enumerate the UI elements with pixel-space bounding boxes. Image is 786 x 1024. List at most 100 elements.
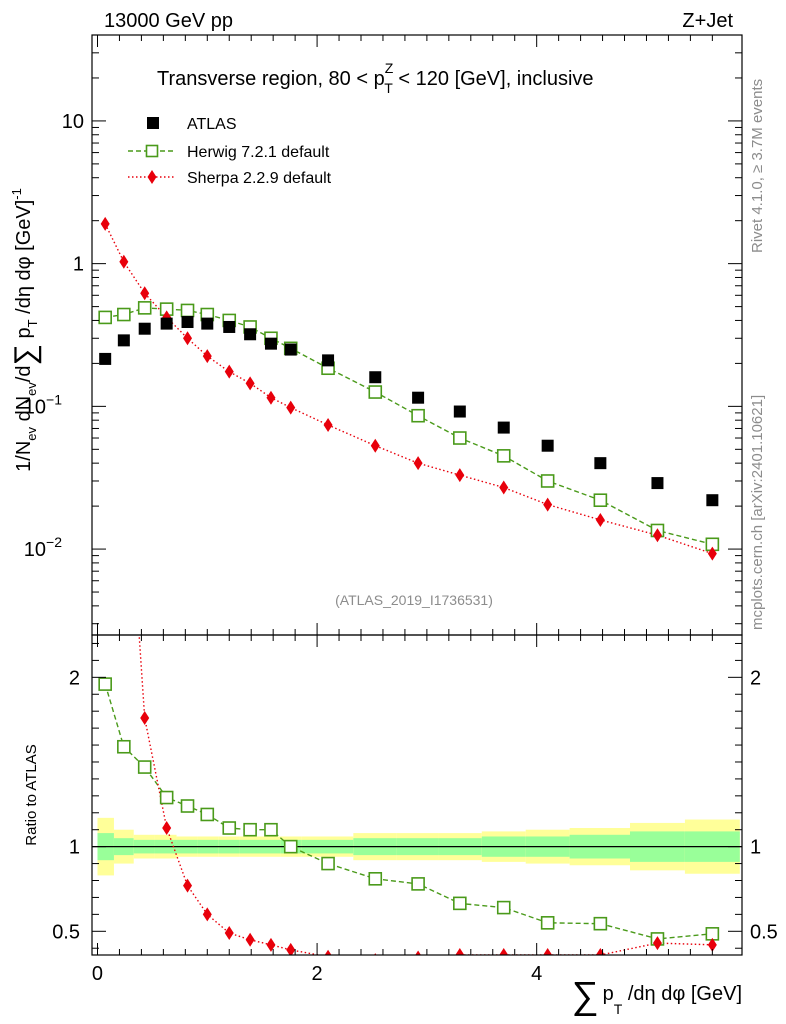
header-left: 13000 GeV pp	[104, 10, 233, 32]
sherpa-point	[286, 400, 296, 415]
ratio-y-tick-label-left: 2	[69, 667, 80, 689]
legend-marker-atlas	[147, 117, 159, 129]
herwig-ratio-point	[117, 739, 131, 754]
sherpa-point	[119, 254, 129, 269]
legend-label-sherpa: Sherpa 2.2.9 default	[187, 170, 332, 187]
plot-title-pre: Transverse region, 80 < p	[157, 68, 385, 90]
sherpa-point	[224, 364, 234, 379]
y-tick-label: 1	[73, 254, 84, 276]
ratio-y-tick-label-right: 0.5	[750, 921, 778, 943]
sherpa-point	[499, 480, 509, 495]
herwig-ratio-point	[368, 872, 383, 886]
plot-title-post: < 120 [GeV], inclusive	[393, 68, 594, 90]
legend-label-herwig: Herwig 7.2.1 default	[187, 144, 330, 161]
x-tick-label: 2	[312, 963, 323, 985]
side-text-mcplots: mcplots.cern.ch [arXiv:2401.10621]	[749, 395, 766, 630]
atlas-point	[369, 371, 382, 384]
atlas-point	[138, 322, 151, 335]
sherpa-point	[100, 216, 110, 231]
sherpa-point	[652, 528, 662, 543]
y-tick-label: 10−2	[24, 534, 62, 561]
atlas-point	[284, 343, 297, 356]
sherpa-point	[140, 286, 150, 301]
sherpa-ratio-point	[455, 948, 465, 955]
analysis-id: (ATLAS_2019_I1736531)	[335, 592, 493, 608]
xlabel-p: p	[603, 983, 614, 1005]
atlas-point	[201, 317, 214, 330]
ylabel-a-sub: ev	[24, 426, 39, 440]
sherpa-line	[104, 223, 713, 555]
sherpa-ratio-point	[499, 948, 509, 955]
sherpa-ratio-point	[202, 907, 212, 922]
herwig-point	[496, 449, 511, 463]
herwig-ratio-point	[411, 877, 425, 891]
herwig-ratio-point	[222, 821, 237, 835]
ylabel-b: dN	[13, 396, 35, 427]
herwig-ratio-line	[104, 683, 713, 940]
y-tick-exp: −2	[46, 534, 62, 550]
plot-title-sub: T	[384, 80, 393, 96]
herwig-ratio-point	[180, 799, 195, 813]
y-tick-base: 10	[24, 396, 46, 418]
y-axis-label-main: 1/Nev dNev/d∑ pT /dη dφ [GeV]-1	[9, 188, 42, 472]
main-series	[98, 216, 720, 561]
herwig-point	[98, 310, 112, 325]
ratio-y-tick-label-right: 1	[750, 837, 761, 859]
atlas-point	[99, 352, 112, 365]
herwig-ratio-point	[283, 839, 298, 854]
xlabel-rest: /dη dφ [GeV]	[622, 983, 742, 1005]
sherpa-point	[323, 418, 333, 433]
herwig-point	[411, 408, 425, 423]
herwig-ratio-point	[98, 677, 112, 691]
herwig-ratio-point	[321, 856, 335, 871]
ratio-y-tick-label-left: 0.5	[52, 921, 80, 943]
atlas-point	[706, 494, 719, 507]
herwig-ratio-point	[453, 896, 467, 911]
herwig-point	[180, 303, 195, 318]
legend-label-atlas: ATLAS	[187, 116, 237, 133]
legend-marker-herwig	[145, 144, 159, 158]
y-tick-base: 10	[24, 539, 46, 561]
plot-title-sup: Z	[385, 60, 394, 76]
ylabel-e-sup: -1	[9, 188, 24, 200]
atlas-point	[651, 477, 664, 490]
atlas-point	[497, 421, 510, 434]
atlas-point	[453, 405, 466, 418]
atlas-point	[322, 354, 335, 367]
atlas-point	[412, 391, 425, 404]
side-text-rivet: Rivet 4.1.0, ≥ 3.7M events	[749, 79, 766, 253]
herwig-ratio-point	[593, 916, 608, 931]
atlas-point	[594, 457, 607, 470]
plot-title: Transverse region, 80 < pZ T < 120 [GeV],…	[157, 60, 594, 96]
atlas-point	[117, 334, 130, 347]
x-axis-label: ∑ pT /dη dφ [GeV]	[572, 975, 742, 1017]
atlas-point	[223, 320, 236, 333]
sherpa-ratio-point	[245, 932, 255, 947]
atlas-point	[244, 328, 257, 341]
sherpa-point	[707, 546, 717, 561]
x-tick-label: 4	[531, 963, 542, 985]
x-tick-label: 0	[92, 963, 103, 985]
herwig-point	[117, 307, 131, 322]
herwig-ratio-point	[496, 900, 511, 915]
herwig-ratio-point	[200, 807, 215, 822]
sherpa-point	[595, 512, 605, 527]
sherpa-ratio-point	[652, 936, 662, 951]
herwig-ratio-point	[243, 822, 257, 837]
ylabel-c: /d	[13, 365, 35, 382]
herwig-ratio-point	[264, 822, 278, 837]
herwig-point	[368, 385, 383, 399]
herwig-ratio-point	[159, 790, 174, 805]
sherpa-point	[266, 390, 276, 405]
sherpa-point	[370, 438, 380, 453]
sherpa-ratio-point	[543, 948, 553, 955]
herwig-ratio-point	[137, 760, 152, 774]
herwig-ratio-point	[540, 916, 555, 930]
sherpa-point	[455, 468, 465, 483]
atlas-point	[160, 317, 173, 330]
herwig-point	[453, 431, 467, 445]
sherpa-ratio-point	[415, 950, 421, 955]
ylabel-d: p	[13, 327, 35, 344]
sherpa-ratio-point	[286, 942, 296, 955]
